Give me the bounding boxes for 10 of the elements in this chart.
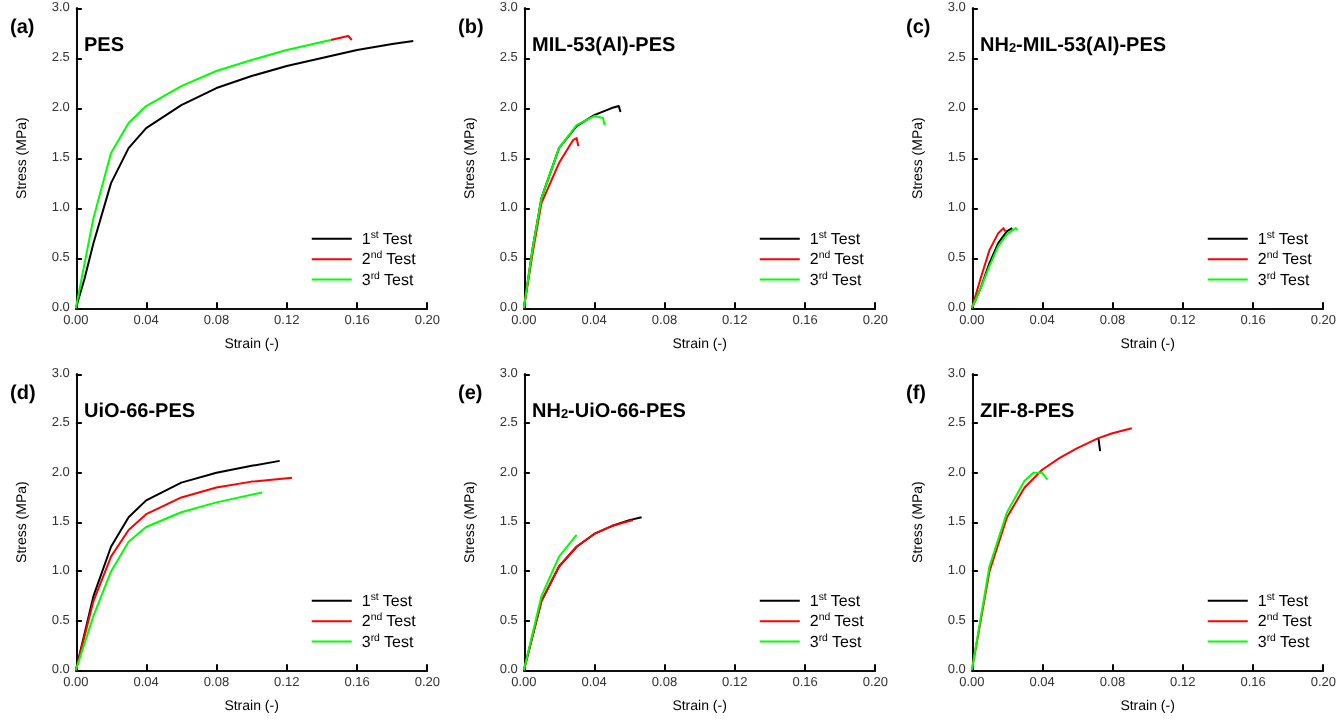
text: PES [84,35,125,57]
chart-title: (d) [10,383,36,405]
chart-title: (b) [458,17,484,39]
text: UiO-66-PES [84,401,196,423]
chart-title: (a) [10,17,35,39]
text: ZIF-8-PES [980,401,1076,423]
chart-title: (e) [458,383,483,405]
text: MIL-53(Al)-PES [532,35,676,57]
chart-title: (f) [906,383,926,405]
chart-title: (c) [906,17,931,39]
